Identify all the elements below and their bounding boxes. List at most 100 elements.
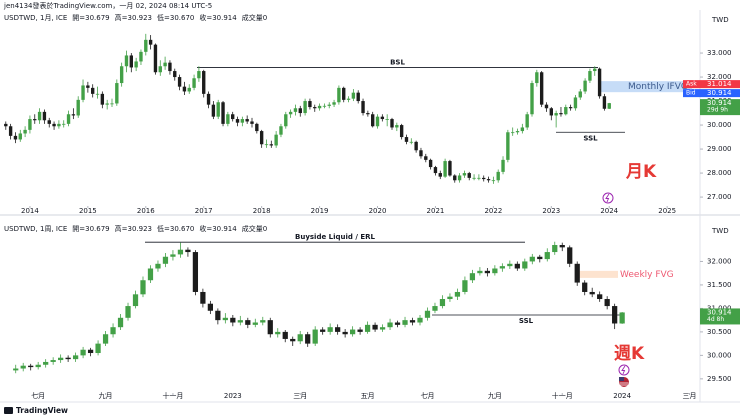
- candle-body: [252, 322, 258, 325]
- ohlc-value: 成交量0: [242, 13, 267, 22]
- x-tick-label: 2023: [224, 392, 242, 400]
- candle-body: [612, 306, 618, 324]
- candle-body: [221, 102, 225, 124]
- candle-body: [155, 263, 161, 269]
- candle-body: [192, 78, 196, 88]
- candle-body: [237, 320, 243, 323]
- x-tick-label: 2023: [542, 207, 560, 215]
- candle-body: [499, 266, 505, 269]
- currency: TWD: [711, 227, 729, 235]
- candle-body: [544, 104, 549, 109]
- candle-body: [115, 83, 119, 104]
- candle-body: [173, 71, 177, 78]
- candle-body: [185, 249, 191, 253]
- candle-body: [530, 83, 534, 115]
- candle-body: [4, 123, 8, 127]
- candle-body: [288, 111, 293, 115]
- timeframe-label: 週K: [614, 344, 645, 364]
- candle-body: [231, 114, 235, 120]
- candle-body: [552, 245, 558, 253]
- y-tick-label: 33.000: [707, 49, 732, 57]
- y-tick-label: 31.500: [707, 281, 732, 289]
- candle-body: [110, 103, 114, 105]
- candle-body: [597, 68, 602, 97]
- price-tag: [683, 89, 740, 98]
- candle-body: [439, 299, 446, 307]
- alert-icon: [602, 192, 630, 376]
- candle-body: [597, 294, 603, 300]
- y-tick-label: 32.000: [707, 257, 732, 265]
- candle-body: [144, 39, 148, 52]
- candle-body: [409, 320, 416, 323]
- ohlc-value: 收=30.914: [199, 13, 237, 22]
- candle-body: [428, 159, 433, 168]
- candle-body: [477, 177, 481, 179]
- candle-body: [361, 101, 365, 114]
- candle-body: [583, 80, 587, 92]
- candle-body: [385, 119, 389, 120]
- candle-body: [568, 107, 573, 109]
- candle-body: [52, 123, 56, 127]
- candle-body: [433, 167, 438, 174]
- candle-body: [350, 329, 356, 335]
- candle-body: [308, 101, 312, 108]
- candle-body: [28, 119, 32, 130]
- candle-body: [177, 77, 182, 87]
- candle-body: [496, 171, 500, 181]
- x-tick-label: 2014: [21, 207, 39, 215]
- x-tick-label: 十一月: [552, 391, 573, 400]
- candle-body: [491, 180, 496, 182]
- candle-body: [443, 161, 447, 177]
- candle-body: [206, 93, 211, 105]
- candle-body: [275, 331, 281, 335]
- candle-body: [447, 296, 453, 300]
- price-tag: [700, 308, 740, 325]
- ohlc-value: 低=30.670: [157, 224, 194, 233]
- candle-body: [467, 173, 471, 178]
- legend: USDTWD, 1周, ICE 開=30.679 高=30.923 低=30.670 收…: [4, 224, 267, 233]
- tv-logo: [4, 407, 13, 414]
- candle-body: [87, 349, 94, 354]
- candle-body: [507, 263, 513, 267]
- y-tick-label: 30.000: [707, 351, 732, 359]
- countdown: 29d 9h: [707, 107, 728, 114]
- candle-body: [8, 126, 13, 136]
- price-tag-side: Ask: [686, 81, 697, 88]
- candle-body: [399, 125, 404, 138]
- candle-body: [66, 114, 71, 124]
- candle-body: [438, 173, 442, 177]
- candle-body: [284, 114, 288, 127]
- candle-body: [327, 104, 331, 106]
- fvg-label: Monthly IFVG: [628, 82, 688, 92]
- candle-body: [129, 55, 133, 68]
- candle-body: [357, 329, 363, 332]
- candle-body: [264, 144, 269, 146]
- candle-body: [469, 273, 476, 281]
- candle-body: [91, 87, 95, 94]
- candle-body: [506, 132, 510, 160]
- candle-body: [604, 299, 610, 307]
- candle-body: [380, 116, 385, 120]
- candle-body: [514, 263, 520, 269]
- legend: USDTWD, 1月, ICE 開=30.679 高=30.923 低=30.670 收…: [4, 13, 267, 22]
- candle-body: [375, 116, 380, 127]
- candle-body: [372, 324, 378, 330]
- candle-body: [117, 317, 124, 328]
- candle-body: [327, 327, 333, 332]
- candle-body: [424, 156, 428, 160]
- candle-body: [140, 280, 146, 295]
- candle-body: [342, 87, 346, 100]
- candle-body: [235, 119, 240, 123]
- candle-body: [119, 66, 124, 84]
- candle-body: [356, 92, 360, 102]
- candle-body: [293, 108, 298, 112]
- candle-body: [100, 93, 105, 105]
- candle-body: [390, 119, 394, 128]
- candle-body: [62, 123, 66, 125]
- candle-body: [554, 113, 558, 116]
- level-label: SSL: [519, 317, 534, 325]
- price-tag: [700, 99, 740, 116]
- x-tick-label: 2019: [311, 207, 329, 215]
- candle-body: [297, 334, 303, 342]
- candle-body: [153, 44, 158, 73]
